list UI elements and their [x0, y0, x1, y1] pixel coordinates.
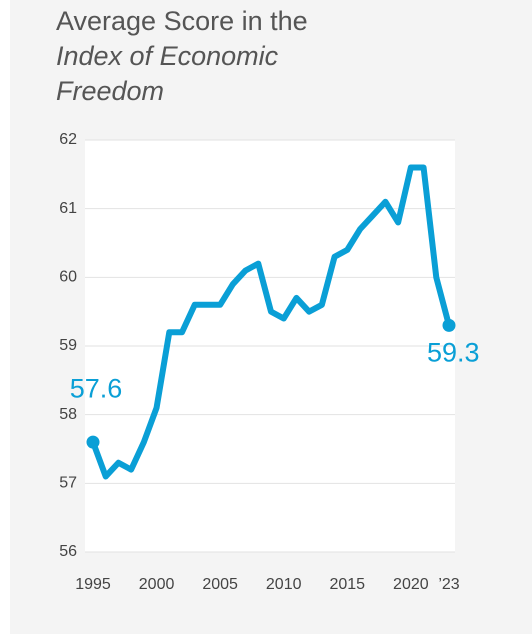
y-tick-label: 62: [59, 131, 77, 148]
end-point: [442, 318, 456, 332]
x-tick-label: 2020: [393, 576, 429, 593]
y-tick-label: 59: [59, 337, 77, 354]
chart-title: Average Score in the: [56, 6, 308, 36]
x-tick-label: 2000: [139, 576, 175, 593]
line: [90, 164, 452, 480]
y-tick-label: 60: [59, 269, 77, 286]
value-label: 57.6: [70, 373, 123, 403]
end-point: [86, 435, 100, 449]
title-block: Average Score in the Index of Economic F…: [56, 4, 376, 109]
chart-subtitle: Index of Economic Freedom: [56, 41, 279, 106]
x-tick-label: 2005: [202, 576, 238, 593]
x-tick-label: ’23: [438, 576, 459, 593]
y-tick-label: 61: [59, 200, 77, 217]
x-tick-label: 2010: [266, 576, 302, 593]
value-label: 59.3: [427, 338, 480, 368]
y-tick-label: 58: [59, 406, 77, 423]
x-tick-label: 2015: [329, 576, 365, 593]
y-tick-label: 57: [59, 475, 77, 492]
y-tick-label: 56: [59, 543, 77, 560]
x-tick-label: 1995: [75, 576, 111, 593]
